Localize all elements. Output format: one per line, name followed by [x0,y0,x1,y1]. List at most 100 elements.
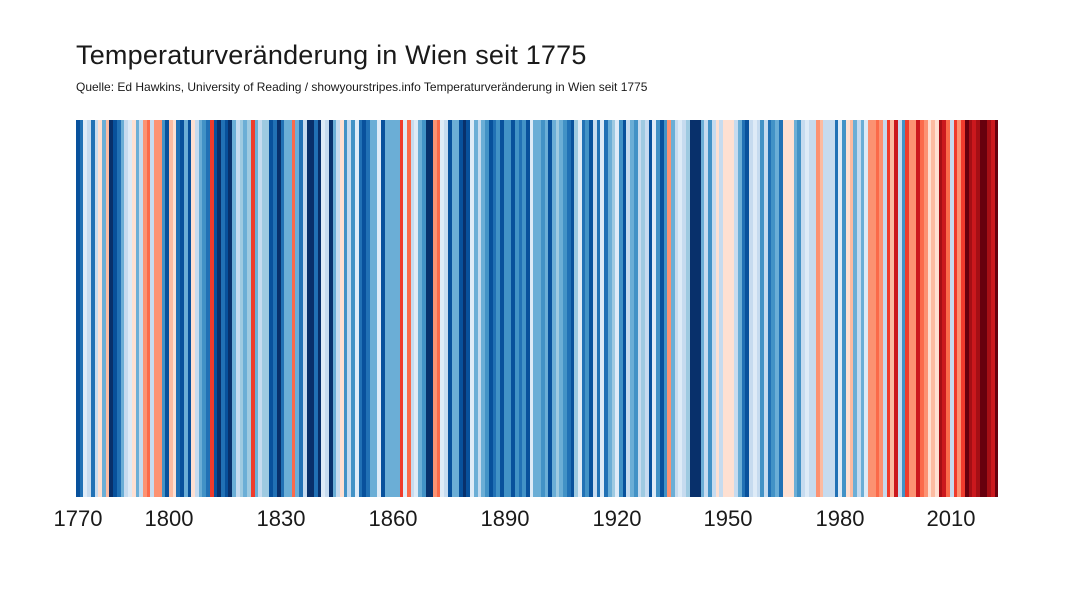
stripe-year-1847 [343,120,348,497]
stripe-year-1902 [548,120,552,497]
stripe-year-1780 [94,120,99,497]
stripe-year-1994 [890,120,895,497]
stripe-year-1998 [905,120,909,497]
stripe-year-1851 [358,120,363,497]
stripe-year-1778 [87,120,91,497]
stripe-year-1810 [206,120,210,497]
stripe-year-1933 [663,120,668,497]
stripe-year-1884 [481,120,486,497]
stripe-year-1923 [626,120,631,497]
stripe-year-1788 [124,120,129,497]
stripe-year-1905 [559,120,564,497]
stripe-year-1887 [492,120,497,497]
stripe-year-1930 [652,120,657,497]
stripe-year-1908 [570,120,575,497]
stripe-year-2010 [949,120,954,497]
stripe-year-1969 [797,120,802,497]
stripe-year-1863 [403,120,407,497]
stripe-year-1907 [566,120,571,497]
stripe-year-1990 [875,120,880,497]
stripe-year-1795 [150,120,155,497]
stripe-year-1820 [243,120,248,497]
x-tick-label-1920: 1920 [592,506,642,531]
stripe-year-1911 [581,120,586,497]
stripe-year-1961 [767,120,772,497]
x-tick-label-2010: 2010 [926,506,976,531]
stripe-year-1832 [287,120,292,497]
stripe-year-1776 [79,120,84,497]
stripe-year-1920 [615,120,619,497]
stripe-year-1864 [406,120,411,497]
stripe-year-2019 [983,120,988,497]
stripe-year-1852 [362,120,367,497]
stripe-year-1821 [247,120,251,497]
stripe-year-1856 [377,120,381,497]
stripe-year-2003 [923,120,928,497]
stripe-year-1926 [637,120,642,497]
stripe-year-1877 [455,120,460,497]
stripe-year-1816 [228,120,233,497]
stripe-year-1992 [882,120,887,497]
stripe-year-1888 [496,120,500,497]
stripe-year-1786 [116,120,121,497]
stripe-year-1922 [622,120,627,497]
stripe-year-1783 [105,120,110,497]
stripe-year-1973 [812,120,817,497]
stripe-year-1999 [909,120,913,497]
stripe-year-1945 [708,120,712,497]
stripe-year-1903 [552,120,556,497]
stripe-year-1779 [90,120,95,497]
stripe-year-1809 [202,120,207,497]
stripe-year-1837 [306,120,311,497]
stripe-year-1866 [414,120,419,497]
stripe-year-1808 [198,120,203,497]
stripe-year-2016 [972,120,976,497]
stripe-year-1946 [711,120,716,497]
stripe-year-1838 [310,120,314,497]
stripe-year-1949 [723,120,727,497]
stripe-year-1925 [633,120,638,497]
stripe-year-1830 [280,120,285,497]
stripe-year-1826 [265,120,270,497]
stripe-year-1796 [154,120,158,497]
stripe-year-1791 [135,120,140,497]
stripe-year-2001 [916,120,921,497]
stripe-year-1789 [128,120,132,497]
stripe-year-1986 [860,120,865,497]
stripe-year-1996 [897,120,902,497]
stripe-year-1947 [715,120,720,497]
stripe-year-1943 [700,120,705,497]
stripe-year-1790 [131,120,136,497]
stripe-year-1975 [819,120,824,497]
stripe-year-1924 [630,120,634,497]
x-tick-label-1860: 1860 [368,506,418,531]
stripe-year-1839 [314,120,318,497]
stripe-year-1879 [462,120,467,497]
stripe-year-1857 [380,120,385,497]
stripe-year-1948 [719,120,724,497]
stripe-year-1954 [741,120,746,497]
stripe-year-1775 [76,120,80,497]
stripe-year-1950 [726,120,731,497]
stripe-year-1781 [98,120,103,497]
stripe-year-1960 [763,120,768,497]
stripe-year-1993 [886,120,891,497]
stripe-year-1893 [514,120,519,497]
stripe-year-1956 [749,120,753,497]
stripe-year-2007 [938,120,943,497]
stripe-year-1835 [299,120,303,497]
stripe-year-1972 [808,120,813,497]
stripe-year-1875 [447,120,452,497]
stripe-year-1957 [752,120,757,497]
stripe-year-1811 [209,120,214,497]
stripe-year-1895 [522,120,526,497]
stripe-year-2021 [990,120,995,497]
stripe-year-1869 [425,120,430,497]
stripe-year-1898 [533,120,538,497]
stripe-year-1934 [667,120,671,497]
stripe-year-1848 [347,120,352,497]
stripe-year-1859 [388,120,393,497]
x-tick-label-1830: 1830 [256,506,306,531]
stripe-year-2002 [920,120,924,497]
stripe-year-2000 [912,120,917,497]
